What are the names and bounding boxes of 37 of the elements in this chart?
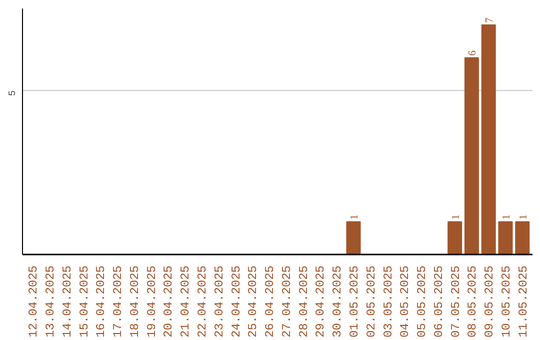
x-tick-label: 19.04.2025: [144, 265, 159, 338]
x-tick-label: 29.04.2025: [314, 265, 328, 338]
x-tick-label: 04.05.2025: [398, 265, 412, 338]
x-tick-label: 20.04.2025: [162, 265, 176, 338]
x-tick-label: 24.04.2025: [229, 265, 244, 338]
x-tick-label: 02.05.2025: [364, 265, 378, 338]
data-label: 1: [349, 214, 360, 220]
x-tick-label: 11.05.2025: [516, 265, 530, 338]
x-tick-label: 28.04.2025: [296, 265, 311, 338]
x-tick-label: 26.04.2025: [263, 265, 278, 338]
data-label: 1: [501, 214, 512, 220]
x-tick-label: 17.04.2025: [111, 265, 126, 338]
x-tick-label: 23.04.2025: [212, 265, 226, 338]
x-tick-label: 13.04.2025: [44, 265, 58, 338]
x-tick-label: 06.05.2025: [432, 265, 446, 338]
data-label: 6: [468, 50, 479, 56]
x-tick-label: 07.05.2025: [448, 265, 463, 338]
x-tick-label: 12.04.2025: [26, 265, 41, 338]
x-tick-label: 25.04.2025: [246, 265, 260, 338]
data-label: 7: [484, 16, 496, 23]
x-tick-label: 01.05.2025: [347, 265, 362, 338]
x-tick-label: 09.05.2025: [482, 265, 497, 338]
data-label: 1: [518, 214, 530, 220]
x-tick-label: 21.04.2025: [178, 265, 193, 338]
y-tick-label: 5: [7, 90, 17, 96]
x-tick-label: 22.04.2025: [196, 265, 210, 338]
x-tick-label: 16.04.2025: [94, 265, 108, 338]
data-label: 1: [450, 214, 462, 220]
x-tick-label: 05.05.2025: [415, 265, 430, 338]
x-tick-label: 03.05.2025: [381, 265, 396, 338]
x-tick-label: 15.04.2025: [77, 265, 92, 338]
x-tick-label: 08.05.2025: [466, 265, 480, 338]
x-tick-label: 18.04.2025: [128, 265, 142, 338]
x-tick-label: 10.05.2025: [499, 265, 514, 338]
x-tick-label: 14.04.2025: [60, 265, 74, 338]
x-tick-label: 27.04.2025: [280, 265, 294, 338]
x-tick-label: 30.04.2025: [330, 265, 345, 338]
